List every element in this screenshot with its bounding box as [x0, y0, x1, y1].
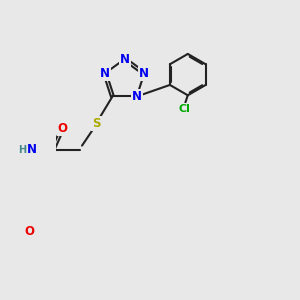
Text: N: N [132, 90, 142, 103]
Text: N: N [120, 52, 130, 66]
Text: Cl: Cl [178, 103, 190, 114]
Text: S: S [92, 117, 101, 130]
Text: H: H [18, 145, 26, 155]
Text: N: N [100, 67, 110, 80]
Text: O: O [25, 225, 35, 238]
Text: O: O [58, 122, 68, 135]
Text: N: N [27, 143, 37, 157]
Text: N: N [139, 67, 149, 80]
